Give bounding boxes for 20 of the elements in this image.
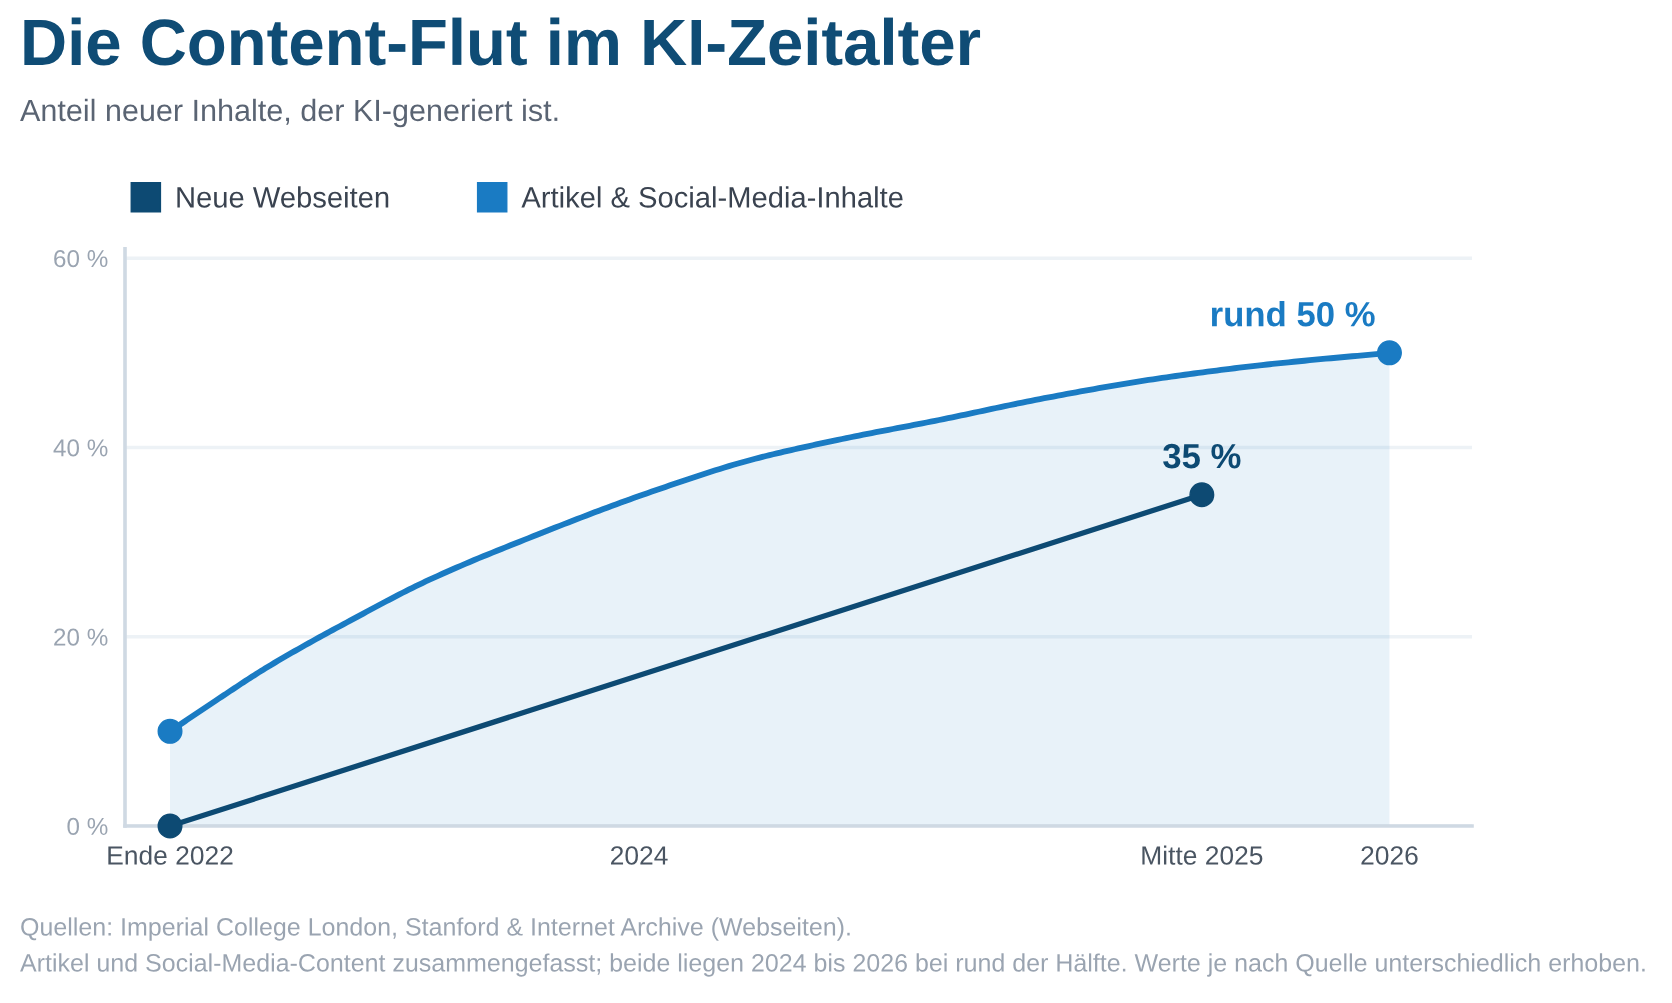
- data-label: rund 50 %: [1211, 300, 1375, 327]
- legend-label: Neue Webseiten: [177, 186, 389, 208]
- x-tick-label: 2026: [1361, 846, 1418, 865]
- text: Artikel und Social-Media-Content zusammengefasst; beide liegen 2024 bis 2026 bei rund der Hälfte. Werte je nach Quelle unterschiedlich erhoben.: [20, 953, 1645, 977]
- data-label: 35 %: [1163, 443, 1241, 469]
- x-tick-label: Ende 2022: [108, 845, 233, 865]
- chart-subtitle: Anteil neuer Inhalte, der KI-generiert ist.: [20, 98, 558, 128]
- x-tick-label: Mitte 2025: [1142, 845, 1263, 865]
- y-tick-label: 60 %: [54, 250, 108, 268]
- point: [157, 813, 183, 839]
- point: [157, 718, 183, 744]
- legend-label: Artikel & Social-Media-Inhalte: [521, 186, 903, 208]
- chart-title: Die Content-Flut im KI-Zeitalter: [24, 17, 981, 66]
- x-tick-label: 2024: [611, 846, 668, 865]
- y-tick-label: 0 %: [67, 817, 108, 836]
- point: [1189, 482, 1215, 508]
- y-tick-label: 40 %: [53, 439, 108, 457]
- point: [1376, 340, 1402, 366]
- source-note: Quellen: Imperial College London, Stanford & Internet Archive (Webseiten).: [21, 917, 850, 941]
- y-tick-label: 20 %: [54, 628, 108, 646]
